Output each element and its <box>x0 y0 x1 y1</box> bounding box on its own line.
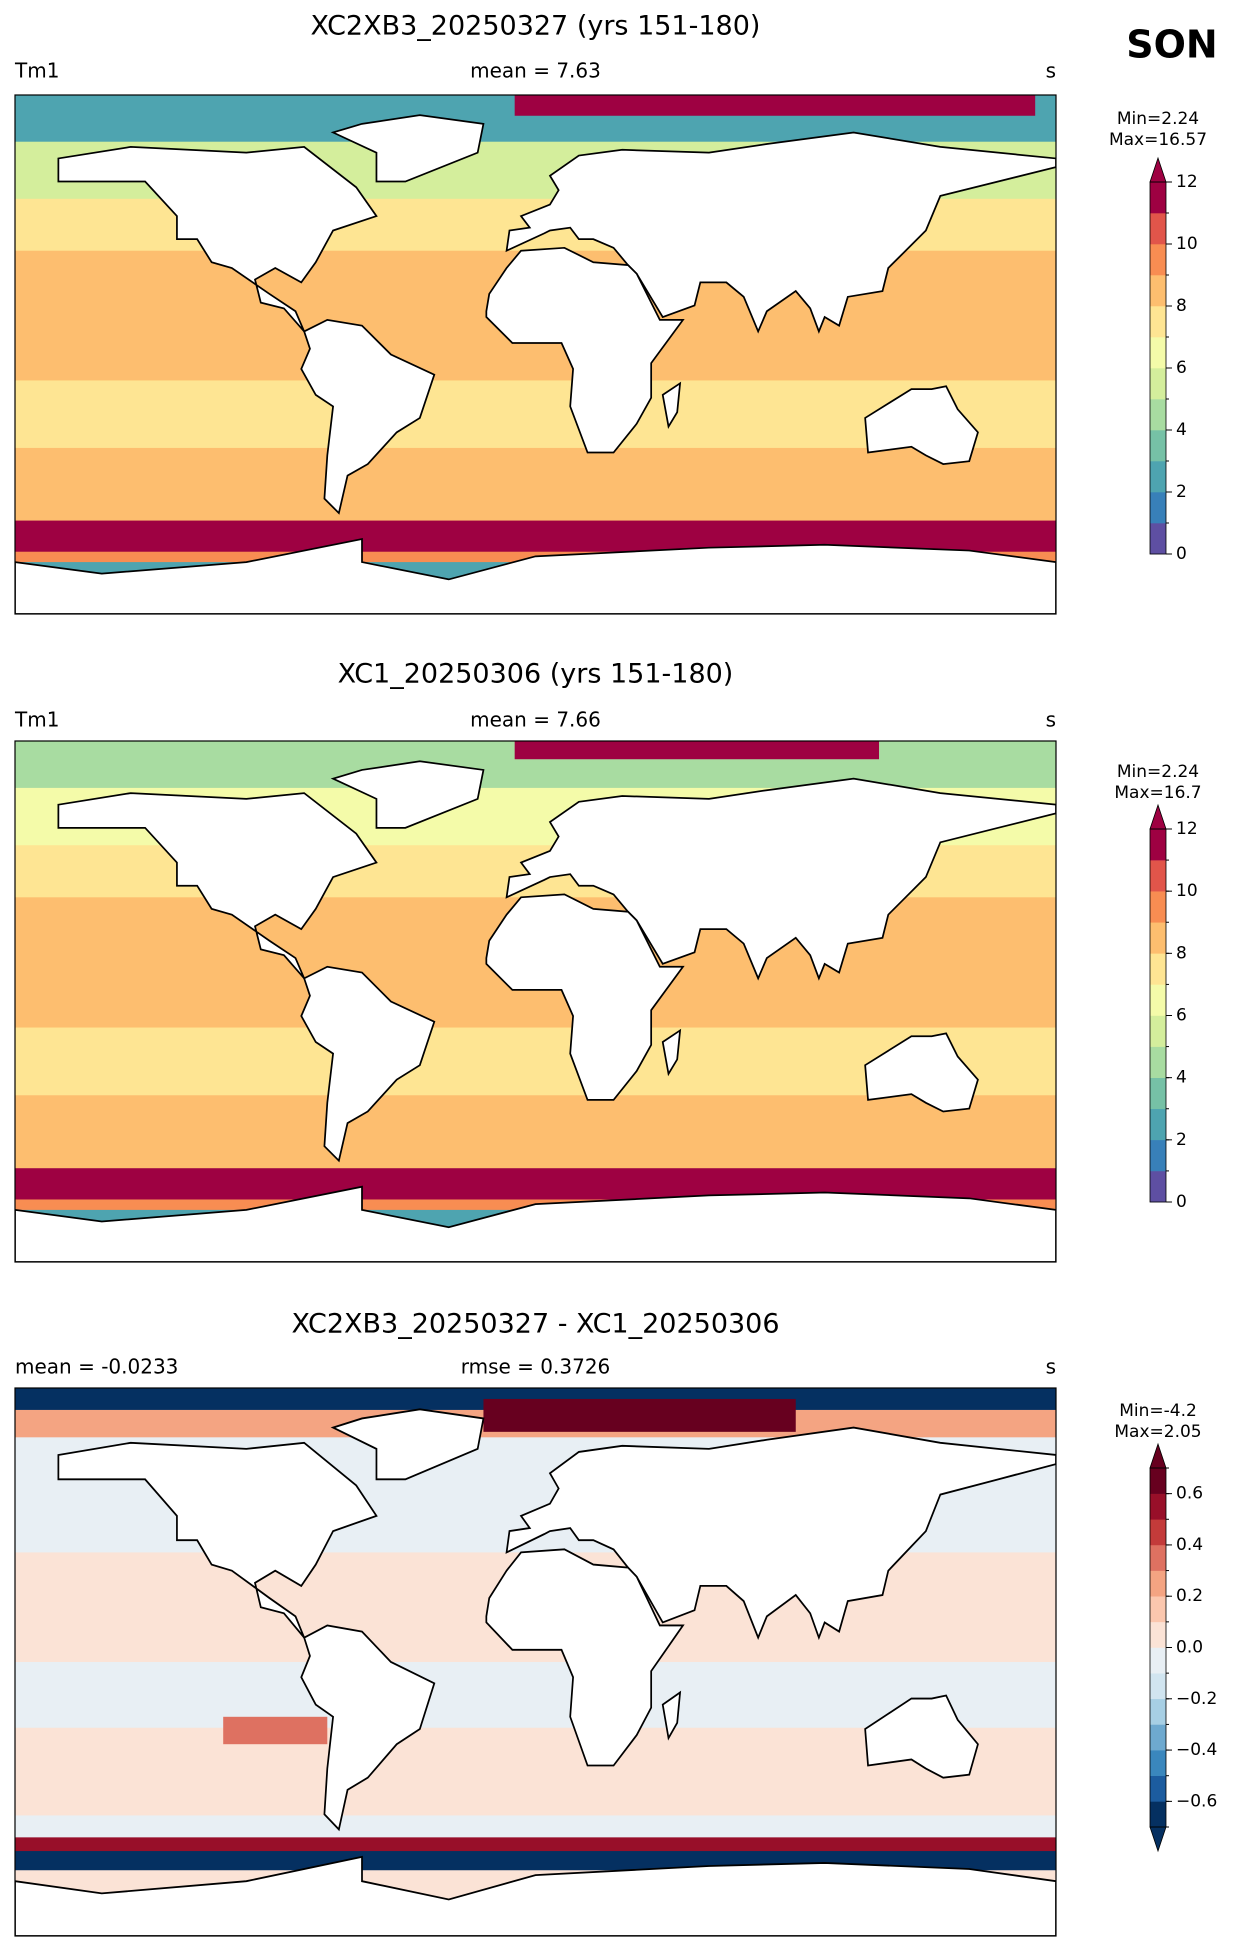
colorbar-swatch: #3a87bd <box>1150 1750 1166 1777</box>
colorbar-swatch: #fbe3d6 <box>1150 1621 1166 1648</box>
ocean-field <box>514 95 1036 116</box>
map <box>15 95 1056 614</box>
colorbar-swatch: #a7cfe4 <box>1150 1698 1166 1725</box>
map-frame <box>14 1387 1057 1937</box>
colorbar-swatch: #d4ee9c <box>1150 1015 1166 1047</box>
colorbar-swatch: #fee593 <box>1150 306 1166 338</box>
colorbar-swatch: #6ea9cf <box>1150 1724 1166 1751</box>
center-label: mean = 7.66 <box>470 708 601 732</box>
left-label: Tm1 <box>14 708 59 732</box>
colorbar-extension <box>1149 1442 1167 1469</box>
colorbar-swatch: #053061 <box>1150 1801 1166 1828</box>
colorbar-tick-label: −0.2 <box>1176 1689 1217 1709</box>
max-label: Max=2.05 <box>1114 1422 1201 1442</box>
colorbar-swatch: #9e0142 <box>1150 182 1166 214</box>
colorbar-tick-label: 10 <box>1176 234 1198 254</box>
colorbar-extension <box>1149 156 1167 183</box>
min-label: Min=-4.2 <box>1119 1401 1197 1421</box>
colorbar-swatch: #76c1a6 <box>1150 1077 1166 1110</box>
ocean-field <box>15 1815 1056 1838</box>
panel-title: XC1_20250306 (yrs 151-180) <box>338 659 734 690</box>
max-label: Max=16.7 <box>1114 783 1201 803</box>
colorbar-swatch: #3880b9 <box>1150 1139 1166 1172</box>
colorbar-tick-label: −0.6 <box>1176 1791 1217 1811</box>
colorbar-tick-label: 12 <box>1176 819 1198 839</box>
ocean-field <box>483 1398 796 1432</box>
colorbar-tick-label: 0.2 <box>1176 1586 1203 1606</box>
colorbar-tick-label: 0 <box>1176 544 1187 564</box>
colorbar-swatch: #d4ee9c <box>1150 368 1166 400</box>
colorbar-swatch: #1c5c9f <box>1150 1775 1166 1802</box>
ocean-field <box>15 1837 1056 1852</box>
colorbar-swatch: #f4a482 <box>1150 1570 1166 1597</box>
colorbar-swatch: #f88d52 <box>1150 891 1166 923</box>
colorbar-swatch: #5e4fa2 <box>1150 1170 1166 1203</box>
map <box>15 741 1056 1262</box>
colorbar-swatch: #f4fba9 <box>1150 337 1166 369</box>
colorbar-tick-label: 12 <box>1176 172 1198 192</box>
colorbar-swatch: #4ea4b0 <box>1150 1108 1166 1141</box>
colorbar-tick-label: −0.4 <box>1176 1740 1217 1760</box>
colorbar-swatch: #c33b3a <box>1150 1519 1166 1546</box>
colorbar-swatch: #4ea4b0 <box>1150 461 1166 493</box>
colorbar-extension <box>1149 803 1167 830</box>
colorbar-swatch: #fbc7ae <box>1150 1596 1166 1623</box>
map <box>15 1388 1056 1936</box>
right-label: s <box>1046 1355 1056 1379</box>
colorbar-tick-label: 8 <box>1176 943 1187 963</box>
colorbar-swatch: #f4fba9 <box>1150 984 1166 1016</box>
ocean-field <box>15 447 1056 522</box>
ocean-field <box>15 1095 1056 1169</box>
map-frame <box>14 740 1057 1263</box>
left-label: mean = -0.0233 <box>15 1355 178 1379</box>
colorbar-tick-label: 2 <box>1176 1130 1187 1150</box>
colorbar-swatch: #e1554a <box>1150 213 1166 245</box>
colorbar-extension <box>1149 1826 1167 1853</box>
colorbar-swatch: #e8eff4 <box>1150 1647 1166 1674</box>
max-label: Max=16.57 <box>1109 130 1207 150</box>
colorbar-swatch: #d1e5f0 <box>1150 1673 1166 1700</box>
colorbar-swatch: #9e0142 <box>1150 829 1166 861</box>
left-label: Tm1 <box>14 59 59 83</box>
colorbar-swatch: #fee593 <box>1150 953 1166 985</box>
colorbar-tick-label: 6 <box>1176 358 1187 378</box>
colorbar-swatch: #5e4fa2 <box>1150 523 1166 555</box>
colorbar-tick-label: 2 <box>1176 482 1187 502</box>
colorbar-tick-label: 8 <box>1176 296 1187 316</box>
colorbar-tick-label: 0 <box>1176 1192 1187 1212</box>
panel-title: XC2XB3_20250327 - XC1_20250306 <box>291 1309 779 1340</box>
colorbar-tick-label: 6 <box>1176 1006 1187 1026</box>
colorbar-swatch: #f88d52 <box>1150 244 1166 276</box>
colorbar-swatch: #a8dca1 <box>1150 1046 1166 1078</box>
colorbar-swatch: #fdbe6f <box>1150 275 1166 307</box>
colorbar-tick-label: 10 <box>1176 881 1198 901</box>
center-label: mean = 7.63 <box>470 59 601 83</box>
colorbar-swatch: #e1554a <box>1150 860 1166 892</box>
colorbar-tick-label: 0.4 <box>1176 1535 1203 1555</box>
center-label: rmse = 0.3726 <box>461 1355 611 1379</box>
panel-title: XC2XB3_20250327 (yrs 151-180) <box>311 11 761 42</box>
right-label: s <box>1046 708 1056 732</box>
colorbar-swatch: #a8dca1 <box>1150 399 1166 431</box>
min-label: Min=2.24 <box>1117 109 1199 129</box>
colorbar-swatch: #3880b9 <box>1150 492 1166 524</box>
ocean-field <box>514 741 880 760</box>
season-label: SON <box>1126 23 1217 67</box>
colorbar-swatch: #67001f <box>1150 1468 1166 1494</box>
colorbar-swatch: #fdbe6f <box>1150 922 1166 954</box>
right-label: s <box>1046 59 1056 83</box>
map-frame <box>14 94 1057 615</box>
min-label: Min=2.24 <box>1117 762 1199 782</box>
colorbar-swatch: #de7161 <box>1150 1544 1166 1571</box>
ocean-field <box>223 1716 328 1745</box>
colorbar-tick-label: 0.6 <box>1176 1484 1203 1504</box>
colorbar-tick-label: 4 <box>1176 1068 1187 1088</box>
colorbar-swatch: #980f29 <box>1150 1493 1166 1520</box>
colorbar-tick-label: 0.0 <box>1176 1638 1203 1658</box>
colorbar-swatch: #76c1a6 <box>1150 430 1166 462</box>
colorbar-tick-label: 4 <box>1176 420 1187 440</box>
